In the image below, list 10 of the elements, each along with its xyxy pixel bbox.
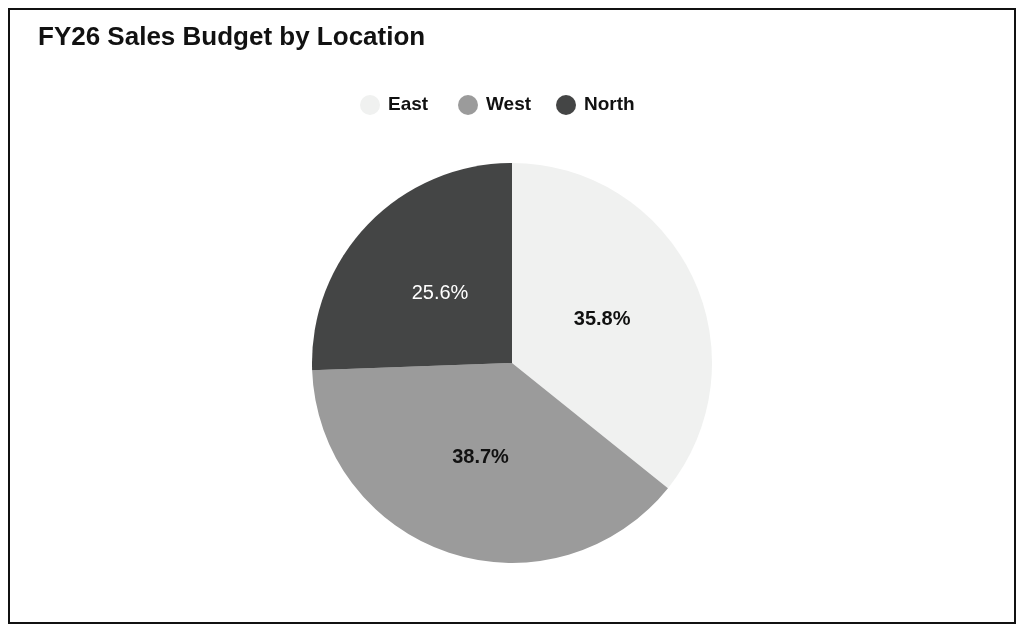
data-label: 35.8% (573, 307, 631, 330)
legend-label: West (486, 93, 532, 115)
legend-label: North (584, 93, 635, 115)
pie-slice (512, 163, 712, 489)
chart-title: FY26 Sales Budget by Location (38, 21, 426, 51)
data-label: 25.6% (411, 280, 469, 303)
data-label: 38.7% (452, 445, 510, 468)
pie-slice (312, 363, 668, 563)
legend-label: East (388, 93, 429, 115)
pie-slice (312, 163, 512, 371)
